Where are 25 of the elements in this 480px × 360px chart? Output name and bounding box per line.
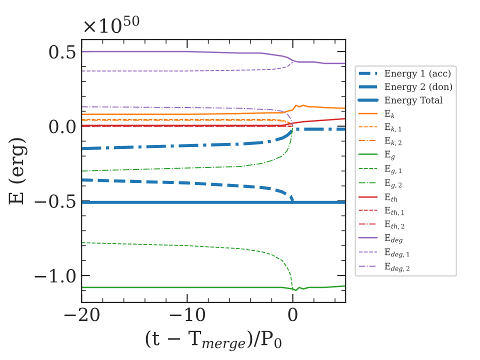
legend-label: E$_{th,1}$ xyxy=(384,206,404,216)
legend-label: E$_{deg}$ xyxy=(384,234,403,244)
y-tick-label: −1.0 xyxy=(34,268,76,283)
legend-label: E$_{k,2}$ xyxy=(384,137,402,146)
y-tick-label: 0.0 xyxy=(49,120,76,134)
y-tick-label: −0.5 xyxy=(34,194,76,208)
legend-label: E$_{k,1}$ xyxy=(384,123,402,132)
legend-label: Energy Total xyxy=(384,96,442,106)
legend-label: E$_{th}$ xyxy=(384,194,397,202)
y-axis-title: E (erg) xyxy=(8,138,28,204)
legend-label: E$_{g,1}$ xyxy=(384,165,402,174)
legend-label: E$_{deg,1}$ xyxy=(384,248,410,258)
legend-label: E$_{g}$ xyxy=(384,150,395,160)
x-tick-label: −20 xyxy=(64,308,100,322)
legend-label: E$_{g,2}$ xyxy=(384,179,402,189)
x-tick-label: −10 xyxy=(170,308,206,322)
legend-label: Energy 1 (acc) xyxy=(384,70,451,79)
x-tick-label: 0 xyxy=(288,308,298,322)
legend-label: E$_{th,2}$ xyxy=(384,220,404,230)
legend-label: E$_{k}$ xyxy=(384,110,394,118)
legend-label: Energy 2 (don) xyxy=(384,83,452,92)
y-tick-label: 0.5 xyxy=(49,45,76,59)
x-axis-title: (t − T$_{merge}$)/P$_{0}$ xyxy=(146,330,282,352)
text: ×10$^{50}$ xyxy=(84,16,140,34)
legend-label: E$_{deg,2}$ xyxy=(384,262,410,272)
